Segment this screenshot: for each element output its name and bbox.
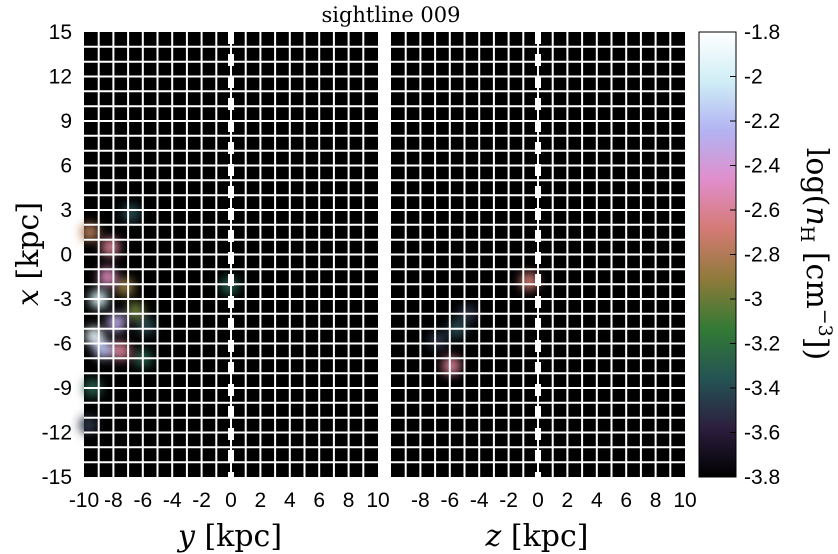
gas-blob [98, 267, 117, 286]
colorbar-tick-label: -2.4 [744, 155, 781, 178]
x-axis-ticks-right: -8 -6 -4 -2 0 2 4 6 8 10 [411, 489, 697, 512]
colorbar-tick-label: -3 [744, 288, 763, 311]
x-axis-label-right-var: z [485, 519, 502, 554]
x-axis-label-left: y [kpc] [176, 519, 282, 554]
panel-y-x [79, 32, 378, 477]
x-tick-label: -2 [499, 489, 518, 512]
x-tick-label: 10 [366, 489, 389, 512]
gas-blob [136, 316, 155, 335]
x-axis-label-left-var: y [176, 519, 196, 554]
chart-title: sightline 009 [321, 3, 460, 27]
x-axis-ticks-left: -10 -8 -6 -4 -2 0 2 4 6 8 10 [69, 489, 390, 512]
x-tick-label: -2 [192, 489, 211, 512]
y-tick-label: 9 [60, 110, 72, 133]
colorbar-tick-label: -2 [744, 66, 763, 89]
x-tick-label: -6 [133, 489, 152, 512]
y-tick-label: -6 [53, 333, 72, 356]
gas-blob [111, 341, 130, 360]
x-tick-label: 8 [650, 489, 662, 512]
colorbar-ticks: -1.8 -2 -2.2 -2.4 -2.6 -2.8 -3 -3.2 -3.4 -3.6 -3.8 [730, 21, 781, 489]
y-tick-label: 12 [49, 66, 72, 89]
y-axis-label-var: x [11, 289, 46, 306]
x-axis-label-left-unit: [kpc] [195, 519, 282, 554]
x-tick-label: -6 [440, 489, 459, 512]
colorbar-label-sub: H [796, 226, 818, 243]
gas-blob [126, 301, 145, 320]
colorbar-label-suffix: ]) [799, 337, 834, 360]
y-tick-label: -9 [53, 377, 72, 400]
x-tick-label: 4 [591, 489, 603, 512]
x-tick-label: 2 [562, 489, 574, 512]
x-tick-label: -4 [470, 489, 489, 512]
y-tick-label: 6 [60, 155, 72, 178]
x-tick-label: -8 [411, 489, 430, 512]
colorbar-tick-label: -3.8 [744, 466, 780, 489]
gas-blob [429, 331, 447, 350]
y-tick-label: 3 [60, 199, 72, 222]
x-tick-label: 10 [673, 489, 696, 512]
y-tick-label: -12 [42, 422, 72, 445]
colorbar-label-var: n [799, 206, 834, 225]
y-axis-label: x [kpc] [11, 202, 46, 306]
colorbar-tick-label: -2.2 [744, 110, 780, 133]
colorbar-label-prefix: log( [799, 148, 834, 207]
x-tick-label: -10 [69, 489, 99, 512]
colorbar-tick-label: -3.4 [744, 377, 781, 400]
colorbar-label-exp: −3 [814, 309, 836, 337]
y-tick-label: -3 [53, 288, 72, 311]
x-axis-label-right-unit: [kpc] [501, 519, 588, 554]
x-tick-label: 0 [225, 489, 237, 512]
y-tick-label: 0 [60, 244, 72, 267]
y-tick-label: -15 [42, 466, 72, 489]
gas-blob [520, 272, 539, 291]
y-axis-ticks: 15 12 9 6 3 0 -3 -6 -9 -12 -15 [42, 21, 72, 489]
y-tick-label: 15 [49, 21, 72, 44]
gas-blob [80, 223, 99, 242]
gas-blob [79, 416, 98, 435]
colorbar-tick-label: -1.8 [744, 21, 780, 44]
x-tick-label: -4 [163, 489, 182, 512]
gas-blob [122, 204, 140, 222]
y-axis-label-unit: [kpc] [11, 202, 46, 289]
gas-blob [116, 278, 135, 297]
gas-blob [442, 356, 461, 375]
colorbar-label: log(nH [cm−3]) [796, 148, 836, 360]
x-tick-label: 2 [255, 489, 267, 512]
gas-blob [101, 238, 120, 257]
colorbar-tick-label: -3.6 [744, 422, 780, 445]
colorbar-label-unit: [cm [799, 242, 834, 309]
x-tick-label: -8 [104, 489, 123, 512]
x-tick-label: 4 [284, 489, 296, 512]
colorbar-tick-label: -2.8 [744, 244, 780, 267]
x-tick-label: 6 [620, 489, 632, 512]
x-tick-label: 0 [532, 489, 544, 512]
colorbar-tick-label: -3.2 [744, 333, 780, 356]
colorbar [698, 31, 737, 478]
x-tick-label: 8 [343, 489, 355, 512]
panel-z-x [391, 32, 685, 477]
gas-blob [107, 313, 126, 332]
x-axis-label-right: z [kpc] [485, 519, 589, 554]
colorbar-tick-label: -2.6 [744, 199, 780, 222]
x-tick-label: 6 [313, 489, 325, 512]
